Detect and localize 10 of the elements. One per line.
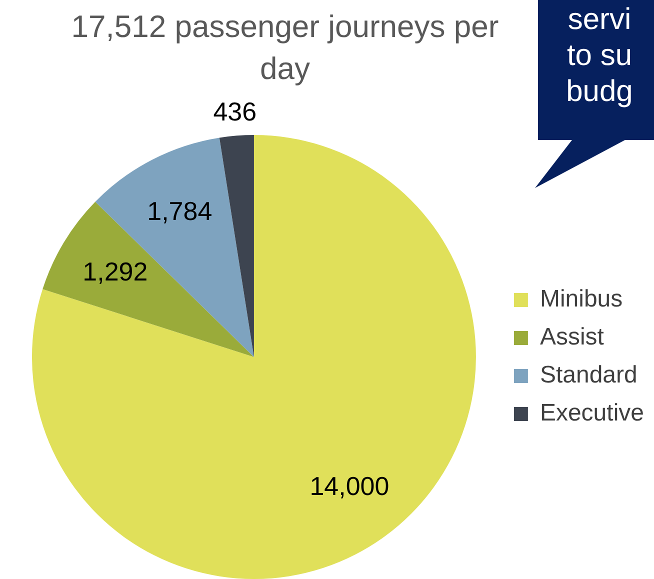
data-label: 436 [213, 96, 257, 127]
chart-title: 17,512 passenger journeys per day [70, 8, 500, 88]
data-label: 1,292 [82, 256, 148, 287]
legend-label: Assist [540, 324, 604, 351]
data-label: 14,000 [310, 471, 390, 502]
data-label: 1,784 [147, 196, 212, 226]
text: servi to su budg [565, 2, 634, 110]
legend-label: Standard [540, 362, 638, 389]
legend-label: Minibus [540, 286, 623, 313]
legend-label: Executive [540, 400, 644, 427]
